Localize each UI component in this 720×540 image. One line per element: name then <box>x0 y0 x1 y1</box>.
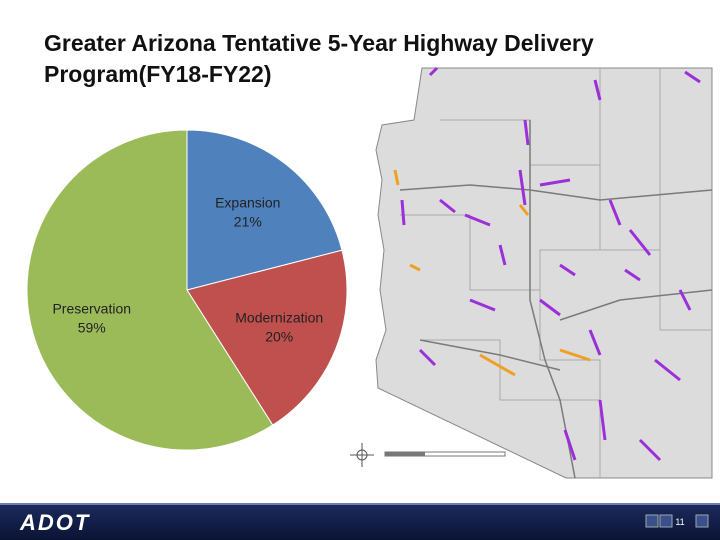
page-number: 11 <box>675 517 684 527</box>
slice-value-label: 59% <box>78 320 106 336</box>
nav-buttons <box>645 514 709 528</box>
pie-slice <box>26 129 274 451</box>
map <box>350 66 713 479</box>
footer-logo: ADOT <box>19 510 90 535</box>
map-projects-orange <box>393 169 591 377</box>
nav-next[interactable] <box>695 514 709 528</box>
pie-slice <box>186 249 348 426</box>
nav-prev[interactable] <box>659 514 673 528</box>
nav-first[interactable] <box>645 514 659 528</box>
slice-label: Modernization <box>235 310 323 326</box>
map-state <box>375 67 713 479</box>
map-projects <box>400 66 701 462</box>
slice-label: Preservation <box>52 301 131 317</box>
slice-value-label: 21% <box>234 214 262 230</box>
pie-slice <box>186 129 343 291</box>
footer-line <box>0 503 720 505</box>
slide-title: Greater Arizona Tentative 5-Year Highway… <box>44 30 594 87</box>
footer-bar <box>0 505 720 540</box>
compass <box>350 443 506 467</box>
slice-label: Expansion <box>215 195 280 211</box>
slice-value-label: 20% <box>265 329 293 345</box>
